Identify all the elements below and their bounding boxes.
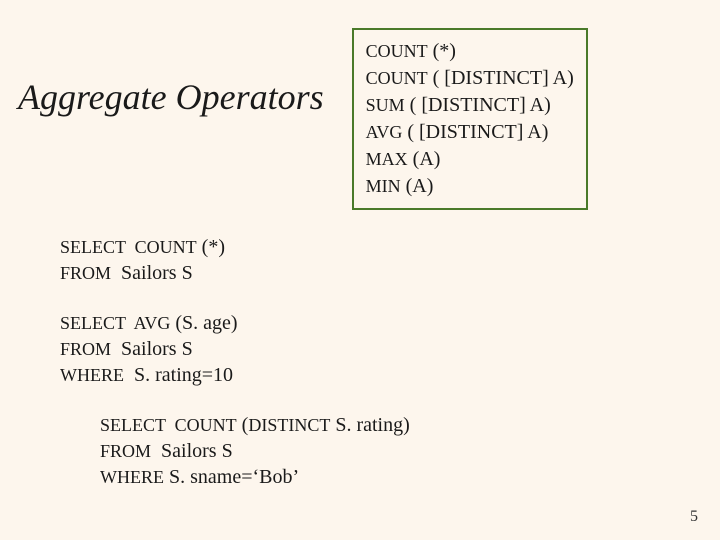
sql-text: S. rating) [330,414,409,436]
agg-line: MIN (A) [366,173,574,200]
sql-line: FROM Sailors S [100,438,720,464]
keyword: FROM [100,441,151,461]
agg-args: (A) [408,148,441,170]
keyword: SUM [366,95,405,115]
aggregate-functions-box: COUNT (*)COUNT ( [DISTINCT] A)SUM ( [DIS… [352,28,588,210]
sql-text: S. rating=10 [124,364,233,386]
agg-args: ( [DISTINCT] A) [405,94,551,116]
keyword: SELECT COUNT [60,237,197,257]
sql-text: Sailors S [111,262,193,284]
sql-block: SELECT COUNT (DISTINCT S. rating)FROM Sa… [100,412,720,490]
sql-block: SELECT AVG (S. age)FROM Sailors SWHERE S… [60,310,720,388]
sql-line: WHERE S. sname=‘Bob’ [100,464,720,490]
keyword: WHERE [100,467,164,487]
agg-line: SUM ( [DISTINCT] A) [366,92,574,119]
sql-text: ( [237,414,249,436]
agg-args: ( [DISTINCT] A) [402,121,548,143]
keyword: MIN [366,176,401,196]
sql-line: SELECT COUNT (*) [60,234,720,260]
sql-text: Sailors S [111,338,193,360]
sql-line: SELECT AVG (S. age) [60,310,720,336]
sql-block: SELECT COUNT (*)FROM Sailors S [60,234,720,286]
keyword: SELECT COUNT [100,415,237,435]
agg-line: COUNT (*) [366,38,574,65]
keyword: DISTINCT [248,415,330,435]
agg-args: ( [DISTINCT] A) [428,67,574,89]
agg-line: MAX (A) [366,146,574,173]
sql-text: (S. age) [170,312,237,334]
keyword: FROM [60,339,111,359]
keyword: AVG [366,122,403,142]
code-blocks-container: SELECT COUNT (*)FROM Sailors SSELECT AVG… [0,234,720,490]
keyword: WHERE [60,365,124,385]
sql-line: FROM Sailors S [60,260,720,286]
header-row: Aggregate Operators COUNT (*)COUNT ( [DI… [0,0,720,210]
sql-line: WHERE S. rating=10 [60,362,720,388]
keyword: MAX [366,149,408,169]
keyword: COUNT [366,68,428,88]
keyword: SELECT AVG [60,313,170,333]
sql-text: (*) [197,236,225,258]
sql-text: Sailors S [151,440,233,462]
page-title: Aggregate Operators [0,28,324,118]
agg-line: COUNT ( [DISTINCT] A) [366,65,574,92]
sql-text: S. sname=‘Bob’ [164,466,299,488]
agg-args: (*) [428,40,456,62]
keyword: FROM [60,263,111,283]
sql-line: FROM Sailors S [60,336,720,362]
agg-args: (A) [401,175,434,197]
keyword: COUNT [366,41,428,61]
page-number: 5 [690,508,698,526]
agg-line: AVG ( [DISTINCT] A) [366,119,574,146]
sql-line: SELECT COUNT (DISTINCT S. rating) [100,412,720,438]
